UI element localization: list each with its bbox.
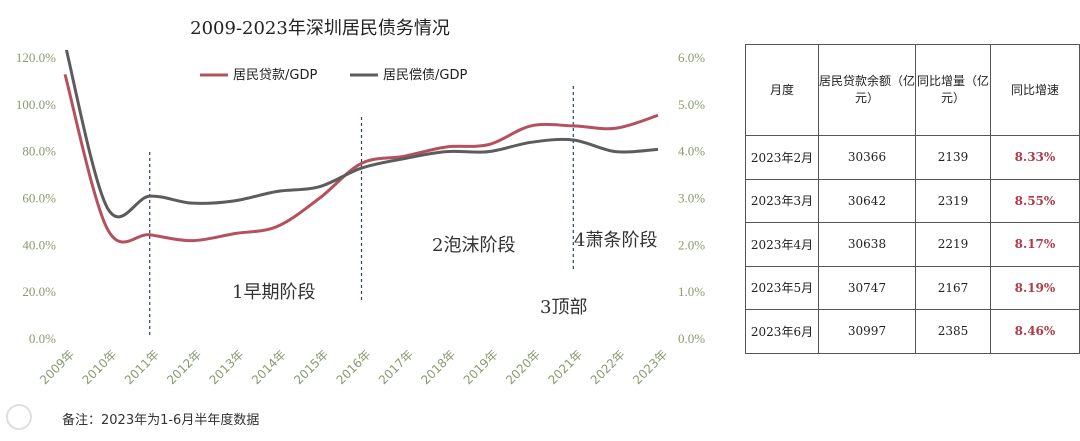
left-axis-tick-label: 100.0% bbox=[16, 97, 56, 112]
x-axis-tick-label: 2019年 bbox=[461, 347, 501, 387]
cell-month: 2023年4月 bbox=[745, 222, 819, 267]
x-axis-tick-label: 2018年 bbox=[418, 347, 458, 387]
x-axis-tick-label: 2016年 bbox=[334, 347, 374, 387]
cell-balance: 30638 bbox=[818, 222, 916, 267]
watermark-logo-icon bbox=[6, 404, 32, 430]
cell-balance: 30366 bbox=[818, 135, 916, 180]
cell-month: 2023年6月 bbox=[745, 309, 819, 354]
chart-title: 2009-2023年深圳居民债务情况 bbox=[190, 18, 450, 39]
left-axis-tick-label: 0.0% bbox=[29, 331, 56, 346]
right-axis-tick-label: 1.0% bbox=[678, 284, 705, 299]
right-axis-tick-label: 3.0% bbox=[678, 191, 705, 206]
cell-balance: 30997 bbox=[818, 309, 916, 354]
cell-increment: 2139 bbox=[915, 135, 991, 180]
x-axis-tick-label: 2015年 bbox=[291, 347, 331, 387]
header-month: 月度 bbox=[745, 44, 819, 136]
legend-label-loans: 居民贷款/GDP bbox=[233, 68, 317, 83]
table-row: 2023年2月 30366 2139 8.33% bbox=[745, 135, 1080, 180]
left-axis-tick-label: 40.0% bbox=[22, 237, 56, 252]
x-axis-tick-label: 2023年 bbox=[630, 347, 670, 387]
cell-balance: 30642 bbox=[818, 178, 916, 223]
chart-legend: 居民贷款/GDP 居民偿债/GDP bbox=[200, 68, 467, 83]
left-axis-tick-label: 20.0% bbox=[22, 284, 56, 299]
header-yoy-growth: 同比增速 bbox=[990, 44, 1080, 136]
cell-growth: 8.46% bbox=[990, 309, 1080, 354]
right-axis-tick-label: 4.0% bbox=[678, 144, 705, 159]
cell-increment: 2385 bbox=[915, 309, 991, 354]
x-axis-tick-label: 2017年 bbox=[376, 347, 416, 387]
left-axis-tick-label: 60.0% bbox=[22, 191, 56, 206]
header-loan-balance: 居民贷款余额（亿元） bbox=[818, 44, 916, 136]
x-axis-tick-label: 2009年 bbox=[37, 347, 77, 387]
series-line-debt-service-gdp bbox=[64, 50, 659, 219]
cell-increment: 2319 bbox=[915, 178, 991, 223]
footnote: 备注：2023年为1-6月半年度数据 bbox=[62, 413, 260, 428]
annotation-top: 3顶部 bbox=[540, 297, 587, 318]
x-axis-tick-label: 2021年 bbox=[545, 347, 585, 387]
cell-balance: 30747 bbox=[818, 265, 916, 310]
x-axis-tick-label: 2010年 bbox=[79, 347, 119, 387]
right-axis-tick-label: 0.0% bbox=[678, 331, 705, 346]
left-axis-tick-label: 80.0% bbox=[22, 144, 56, 159]
x-axis-tick-label: 2011年 bbox=[122, 347, 162, 387]
right-axis-tick-label: 6.0% bbox=[678, 50, 705, 65]
x-axis-tick-label: 2022年 bbox=[588, 347, 628, 387]
cell-growth: 8.19% bbox=[990, 265, 1080, 310]
cell-growth: 8.17% bbox=[990, 222, 1080, 267]
cell-growth: 8.55% bbox=[990, 178, 1080, 223]
left-axis-tick-label: 120.0% bbox=[16, 50, 56, 65]
loan-data-table: 月度 居民贷款余额（亿元） 同比增量（亿元） 同比增速 2023年2月 3036… bbox=[745, 44, 1080, 354]
x-axis-tick-label: 2020年 bbox=[503, 347, 543, 387]
cell-month: 2023年5月 bbox=[745, 265, 819, 310]
cell-growth: 8.33% bbox=[990, 135, 1080, 180]
legend-label-debt: 居民偿债/GDP bbox=[383, 68, 467, 83]
table-header-row: 月度 居民贷款余额（亿元） 同比增量（亿元） 同比增速 bbox=[745, 44, 1080, 136]
x-axis-tick-label: 2014年 bbox=[249, 347, 289, 387]
cell-increment: 2219 bbox=[915, 222, 991, 267]
x-axis-tick-label: 2012年 bbox=[164, 347, 204, 387]
series-line-loans-gdp bbox=[63, 73, 659, 244]
table-row: 2023年5月 30747 2167 8.19% bbox=[745, 265, 1080, 310]
right-axis-tick-label: 2.0% bbox=[678, 237, 705, 252]
table-row: 2023年6月 30997 2385 8.46% bbox=[745, 309, 1080, 354]
cell-increment: 2167 bbox=[915, 265, 991, 310]
line-chart: 2009-2023年深圳居民债务情况 0.0% 20.0% 40.0% 60.0% 80… bbox=[16, 18, 705, 387]
annotation-bubble-stage: 2泡沫阶段 bbox=[432, 235, 515, 256]
header-yoy-increment: 同比增量（亿元） bbox=[915, 44, 991, 136]
x-axis-tick-label: 2013年 bbox=[207, 347, 247, 387]
annotation-early-stage: 1早期阶段 bbox=[232, 282, 315, 303]
cell-month: 2023年3月 bbox=[745, 178, 819, 223]
annotation-depression-stage: 4萧条阶段 bbox=[574, 230, 657, 251]
cell-month: 2023年2月 bbox=[745, 135, 819, 180]
table-row: 2023年4月 30638 2219 8.17% bbox=[745, 222, 1080, 267]
table-row: 2023年3月 30642 2319 8.55% bbox=[745, 178, 1080, 223]
right-axis-tick-label: 5.0% bbox=[678, 97, 705, 112]
